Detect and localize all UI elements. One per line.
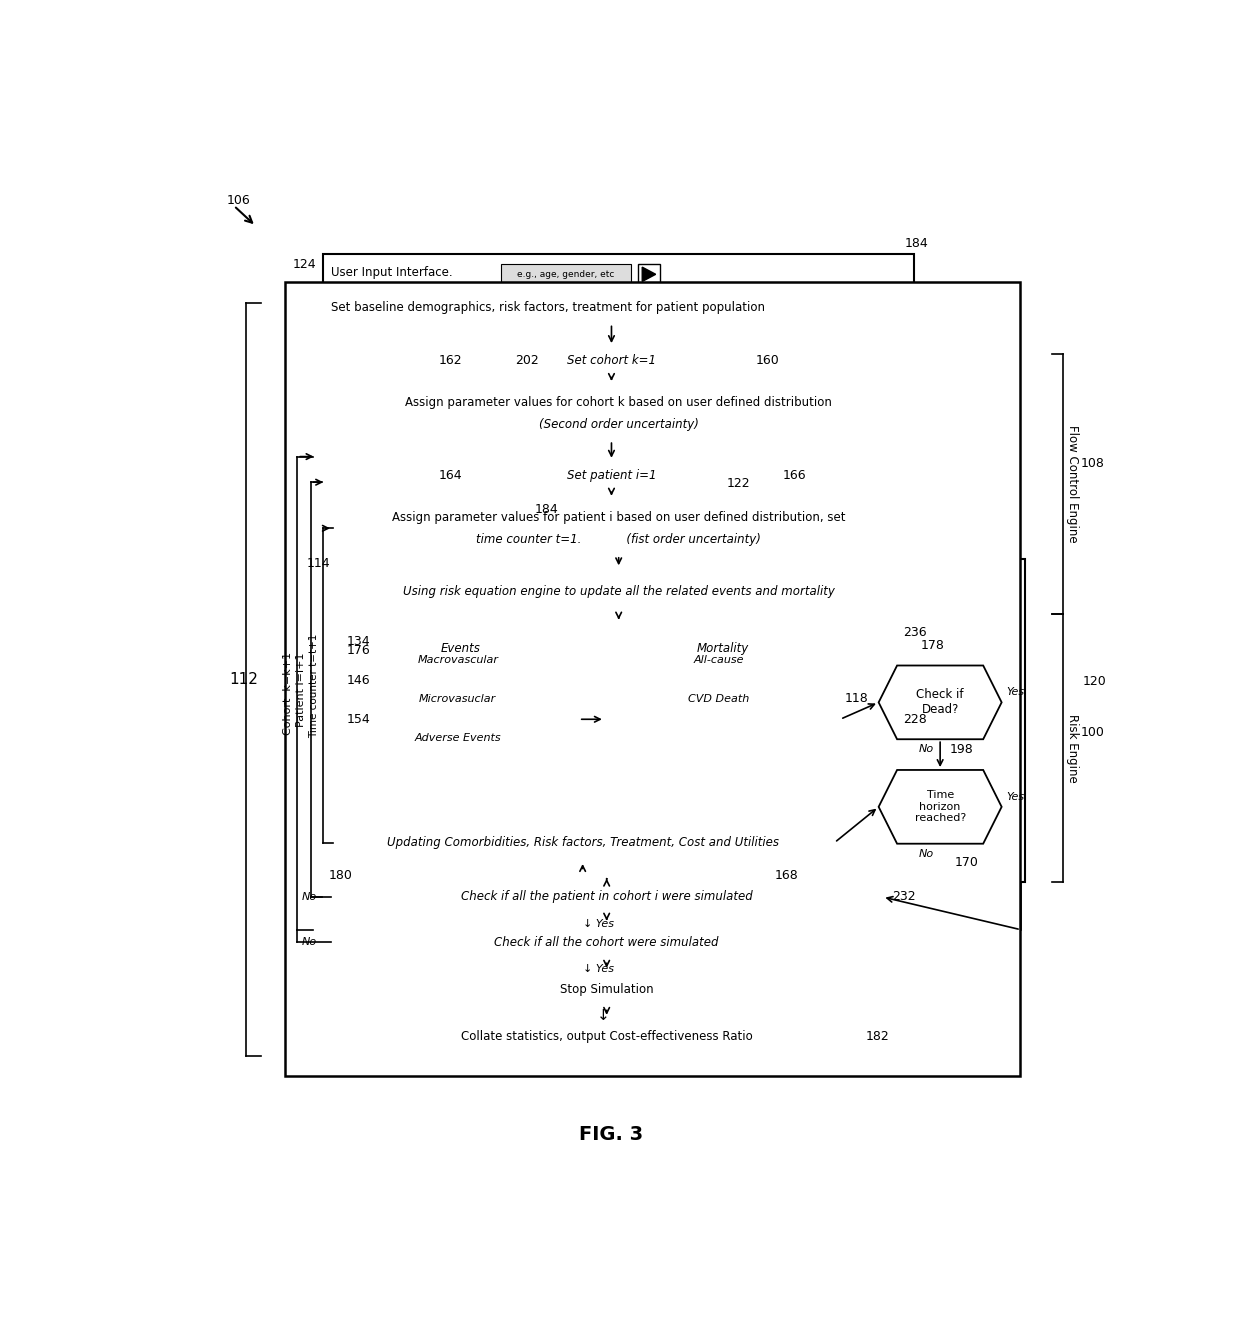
Text: Cohort  k=k+1: Cohort k=k+1 bbox=[283, 652, 293, 734]
Text: 168: 168 bbox=[775, 868, 799, 882]
Text: 108: 108 bbox=[1080, 458, 1105, 471]
Text: Patient i=i+1: Patient i=i+1 bbox=[296, 652, 306, 726]
Bar bbox=[357, 648, 558, 674]
Bar bbox=[357, 725, 558, 751]
Bar bbox=[605, 629, 841, 809]
Text: FIG. 3: FIG. 3 bbox=[579, 1125, 644, 1144]
Text: 178: 178 bbox=[921, 638, 945, 652]
Text: Assign parameter values for patient i based on user defined distribution, set: Assign parameter values for patient i ba… bbox=[392, 511, 846, 524]
Bar bbox=[501, 265, 631, 285]
Bar bbox=[343, 629, 579, 809]
Bar bbox=[331, 622, 897, 817]
Text: Macrovascular: Macrovascular bbox=[417, 656, 498, 665]
Text: 160: 160 bbox=[755, 354, 780, 367]
Text: 198: 198 bbox=[950, 743, 973, 755]
Text: 164: 164 bbox=[439, 468, 463, 481]
Text: e.g., age, gender, etc: e.g., age, gender, etc bbox=[517, 270, 615, 279]
Text: Check if all the cohort were simulated: Check if all the cohort were simulated bbox=[495, 935, 719, 948]
Text: 106: 106 bbox=[227, 194, 250, 207]
Text: Time
horizon
reached?: Time horizon reached? bbox=[915, 790, 966, 823]
Text: Assign parameter values for cohort k based on user defined distribution: Assign parameter values for cohort k bas… bbox=[405, 396, 832, 408]
Text: CVD Death: CVD Death bbox=[688, 694, 750, 705]
Text: Flow Control Engine: Flow Control Engine bbox=[1066, 426, 1079, 543]
Text: Updating Comorbidities, Risk factors, Treatment, Cost and Utilities: Updating Comorbidities, Risk factors, Tr… bbox=[387, 837, 779, 849]
Text: No: No bbox=[303, 892, 317, 902]
Text: Check if
Dead?: Check if Dead? bbox=[916, 689, 963, 717]
Text: 120: 120 bbox=[1083, 674, 1106, 688]
Text: 232: 232 bbox=[892, 891, 915, 903]
Text: No: No bbox=[919, 745, 934, 754]
Text: time counter t=1.            (fist order uncertainty): time counter t=1. (fist order uncertaint… bbox=[476, 532, 761, 545]
Bar bbox=[324, 559, 1024, 882]
Text: Microvasuclar: Microvasuclar bbox=[419, 694, 496, 705]
Text: Set patient i=1: Set patient i=1 bbox=[567, 468, 656, 481]
Text: 162: 162 bbox=[439, 354, 463, 367]
Bar bbox=[324, 384, 914, 440]
Text: 184: 184 bbox=[905, 237, 929, 250]
Text: Set cohort k=1: Set cohort k=1 bbox=[567, 354, 656, 367]
Text: 166: 166 bbox=[782, 468, 806, 481]
Polygon shape bbox=[879, 665, 1002, 739]
FancyBboxPatch shape bbox=[321, 868, 892, 926]
Text: 176: 176 bbox=[346, 644, 370, 657]
Text: All-cause: All-cause bbox=[694, 656, 744, 665]
Bar bbox=[619, 648, 820, 674]
Text: 184: 184 bbox=[534, 503, 558, 516]
Text: 118: 118 bbox=[844, 693, 869, 705]
Text: 228: 228 bbox=[904, 713, 928, 726]
Text: Stop Simulation: Stop Simulation bbox=[559, 983, 653, 996]
Text: ↓ Yes: ↓ Yes bbox=[583, 964, 614, 974]
Text: Yes: Yes bbox=[1007, 688, 1024, 697]
Text: 182: 182 bbox=[866, 1029, 890, 1043]
Text: 134: 134 bbox=[346, 636, 370, 649]
FancyBboxPatch shape bbox=[321, 914, 892, 971]
Text: Adverse Events: Adverse Events bbox=[414, 733, 501, 743]
Text: Risk Engine: Risk Engine bbox=[1066, 714, 1079, 782]
Bar bbox=[324, 499, 914, 555]
Text: 170: 170 bbox=[955, 855, 978, 868]
Text: 124: 124 bbox=[293, 258, 316, 270]
Bar bbox=[357, 686, 558, 713]
FancyBboxPatch shape bbox=[498, 454, 724, 497]
Text: 180: 180 bbox=[329, 868, 353, 882]
Text: Time counter t=t+1: Time counter t=t+1 bbox=[309, 633, 319, 738]
Text: No: No bbox=[303, 938, 317, 947]
Text: 122: 122 bbox=[727, 476, 750, 489]
Text: Mortality: Mortality bbox=[697, 641, 749, 654]
Text: Collate statistics, output Cost-effectiveness Ratio: Collate statistics, output Cost-effectiv… bbox=[461, 1029, 753, 1043]
Bar bbox=[619, 686, 820, 713]
Text: 154: 154 bbox=[346, 713, 370, 726]
Bar bbox=[324, 568, 914, 614]
Bar bbox=[324, 254, 914, 323]
Text: 236: 236 bbox=[904, 626, 928, 640]
Polygon shape bbox=[879, 770, 1002, 843]
Text: (Second order uncertainty): (Second order uncertainty) bbox=[538, 418, 698, 431]
Polygon shape bbox=[642, 267, 656, 282]
Bar bbox=[331, 825, 835, 861]
FancyBboxPatch shape bbox=[357, 960, 857, 1017]
FancyBboxPatch shape bbox=[357, 1008, 857, 1065]
Text: 100: 100 bbox=[1080, 726, 1105, 739]
Text: Using risk equation engine to update all the related events and mortality: Using risk equation engine to update all… bbox=[403, 585, 835, 597]
Text: 112: 112 bbox=[229, 672, 258, 686]
Text: 114: 114 bbox=[306, 556, 331, 569]
Bar bbox=[639, 265, 660, 285]
FancyBboxPatch shape bbox=[498, 338, 724, 383]
Text: 146: 146 bbox=[346, 674, 370, 688]
Bar bbox=[285, 282, 1019, 1076]
Text: User Input Interface.: User Input Interface. bbox=[331, 266, 453, 279]
Text: Set baseline demographics, risk factors, treatment for patient population: Set baseline demographics, risk factors,… bbox=[331, 301, 765, 314]
Text: Events: Events bbox=[441, 641, 481, 654]
Text: Yes: Yes bbox=[1007, 791, 1024, 802]
Text: ↓ Yes: ↓ Yes bbox=[583, 919, 614, 928]
Text: No: No bbox=[919, 849, 934, 859]
Text: Check if all the patient in cohort i were simulated: Check if all the patient in cohort i wer… bbox=[461, 891, 753, 903]
Text: ↓: ↓ bbox=[596, 1008, 610, 1023]
Text: 202: 202 bbox=[516, 354, 539, 367]
